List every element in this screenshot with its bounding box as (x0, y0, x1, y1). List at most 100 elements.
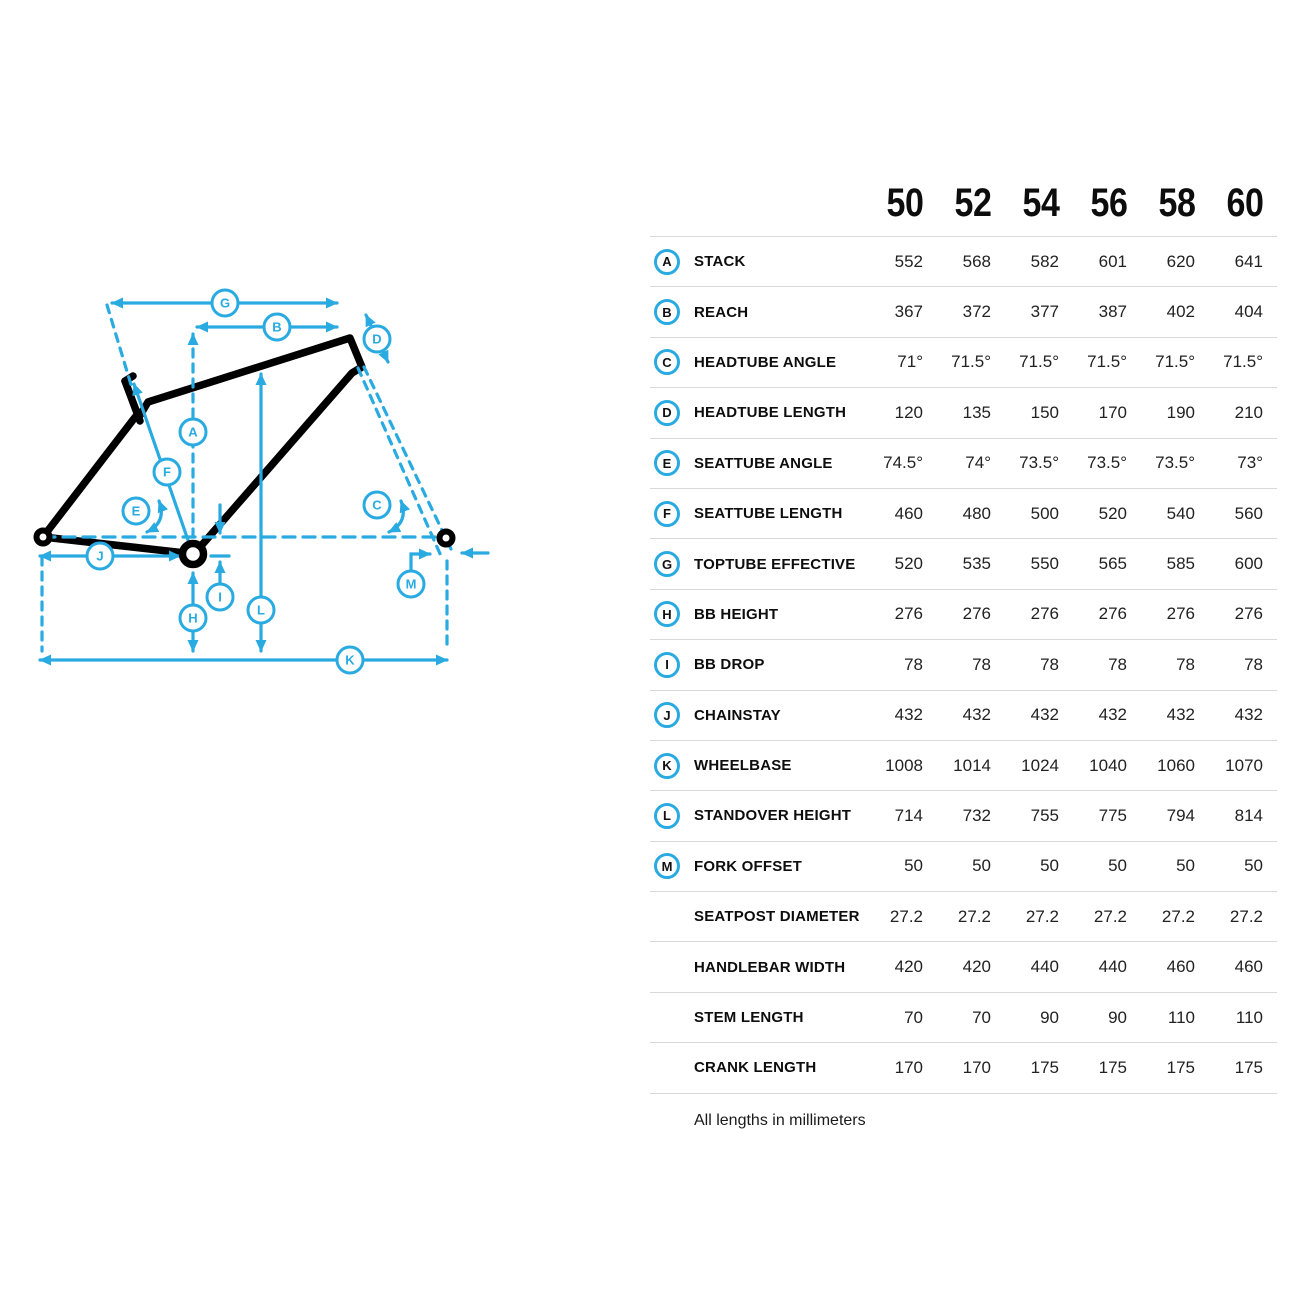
svg-text:L: L (257, 603, 265, 618)
svg-text:F: F (163, 465, 171, 480)
cell-value: 90 (1108, 1007, 1127, 1027)
diagram-marker-l: L (246, 595, 276, 625)
diagram-marker-m: M (396, 569, 426, 599)
bike-frame-diagram: A B C D E F G H I J K L M (33, 288, 490, 675)
dim-arrow-m-forkoffset (409, 548, 432, 573)
row-letter-badge: J (654, 702, 680, 729)
cell-value: 110 (1235, 1007, 1263, 1027)
dim-arc-c-headangle (387, 499, 411, 534)
row-letter-badge: H (654, 601, 680, 628)
cell-value: 120 (894, 402, 923, 422)
geometry-row: A STACK 552 568 582 601 620 641 (650, 237, 1277, 288)
cell-value: 110 (1167, 1007, 1195, 1027)
cell-value: 550 (1030, 554, 1059, 574)
size-column-header: 54 (1022, 180, 1059, 225)
cell-value: 714 (894, 805, 923, 825)
geometry-row: STEM LENGTH 70 70 90 90 110 110 (650, 993, 1277, 1044)
row-label: CRANK LENGTH (694, 1059, 817, 1077)
size-column-header: 60 (1226, 180, 1263, 225)
cell-value: 50 (1176, 856, 1195, 876)
cell-value: 73.5° (1155, 453, 1195, 473)
cell-value: 74° (965, 453, 991, 473)
diagram-marker-a: A (178, 417, 208, 447)
cell-value: 71.5° (1155, 352, 1195, 372)
geometry-row: E SEATTUBE ANGLE 74.5° 74° 73.5° 73.5° 73.5° 73… (650, 439, 1277, 489)
row-marker-cell: D (650, 399, 694, 426)
cell-value: 620 (1166, 251, 1195, 271)
dim-fork-line (362, 365, 453, 551)
cell-value: 432 (962, 705, 991, 725)
row-letter-badge: C (654, 349, 680, 376)
cell-value: 175 (1234, 1057, 1263, 1077)
geometry-row: J CHAINSTAY 432 432 432 432 432 432 (650, 691, 1277, 741)
svg-text:K: K (345, 653, 355, 668)
cell-value: 150 (1030, 402, 1059, 422)
row-label: STEM LENGTH (694, 1009, 804, 1027)
diagram-marker-g: G (210, 288, 240, 318)
row-marker-cell: E (650, 450, 694, 477)
row-marker-cell: C (650, 349, 694, 376)
row-label: BB HEIGHT (694, 605, 779, 623)
cell-value: 560 (1234, 503, 1263, 523)
row-label: TOPTUBE EFFECTIVE (694, 555, 856, 573)
geometry-row: M FORK OFFSET 50 50 50 50 50 50 (650, 842, 1277, 893)
geometry-row: G TOPTUBE EFFECTIVE 520 535 550 565 585 600 (650, 539, 1277, 590)
cell-value: 814 (1234, 805, 1263, 825)
svg-text:I: I (218, 590, 222, 605)
row-marker-cell: G (650, 551, 694, 578)
cell-value: 500 (1030, 503, 1059, 523)
geometry-table-body: A STACK 552 568 582 601 620 641 B REACH 367 372 377 3… (650, 237, 1277, 1094)
size-column-header: 56 (1090, 180, 1127, 225)
cell-value: 71.5° (1087, 352, 1127, 372)
diagram-marker-e: E (121, 496, 151, 526)
row-letter-badge: L (654, 802, 680, 829)
row-marker-cell: I (650, 651, 694, 678)
dim-arc-e-seatangle (145, 499, 169, 534)
cell-value: 520 (1098, 503, 1127, 523)
cell-value: 432 (1234, 705, 1263, 725)
cell-value: 1008 (885, 755, 923, 775)
row-label: FORK OFFSET (694, 857, 803, 875)
cell-value: 276 (1234, 604, 1263, 624)
cell-value: 1060 (1157, 755, 1195, 775)
cell-value: 404 (1234, 302, 1263, 322)
cell-value: 276 (962, 604, 991, 624)
geometry-row: B REACH 367 372 377 387 402 404 (650, 287, 1277, 338)
geometry-table: 50 52 54 56 58 60 A STACK 552 568 582 601 620 641 B RE… (650, 170, 1277, 1130)
geometry-row: HANDLEBAR WIDTH 420 420 440 440 460 460 (650, 942, 1277, 993)
cell-value: 78 (1244, 654, 1263, 674)
cell-value: 1070 (1225, 755, 1263, 775)
cell-value: 276 (1030, 604, 1059, 624)
cell-value: 432 (1098, 705, 1127, 725)
cell-value: 74.5° (883, 453, 923, 473)
cell-value: 460 (1234, 957, 1263, 977)
row-marker-cell: A (650, 248, 694, 275)
cell-value: 568 (962, 251, 991, 271)
row-label: HEADTUBE LENGTH (694, 404, 847, 422)
cell-value: 27.2 (957, 906, 991, 926)
diagram-marker-i: I (205, 582, 235, 612)
diagram-marker-h: H (178, 603, 208, 633)
cell-value: 27.2 (889, 906, 923, 926)
cell-value: 372 (962, 302, 991, 322)
cell-value: 50 (904, 856, 923, 876)
dim-seat-axis-extension (105, 303, 134, 390)
row-label: STANDOVER HEIGHT (694, 807, 852, 825)
cell-value: 73° (1237, 453, 1263, 473)
cell-value: 50 (972, 856, 991, 876)
row-letter-badge: K (654, 752, 680, 779)
cell-value: 377 (1030, 302, 1059, 322)
cell-value: 27.2 (1025, 906, 1059, 926)
svg-text:E: E (132, 504, 141, 519)
cell-value: 755 (1030, 805, 1059, 825)
svg-text:C: C (372, 498, 382, 513)
cell-value: 367 (894, 302, 923, 322)
cell-value: 460 (1166, 957, 1195, 977)
row-label: SEATTUBE ANGLE (694, 454, 833, 472)
cell-value: 535 (962, 554, 991, 574)
cell-value: 78 (904, 654, 923, 674)
cell-value: 210 (1234, 402, 1263, 422)
cell-value: 50 (1108, 856, 1127, 876)
cell-value: 540 (1166, 503, 1195, 523)
